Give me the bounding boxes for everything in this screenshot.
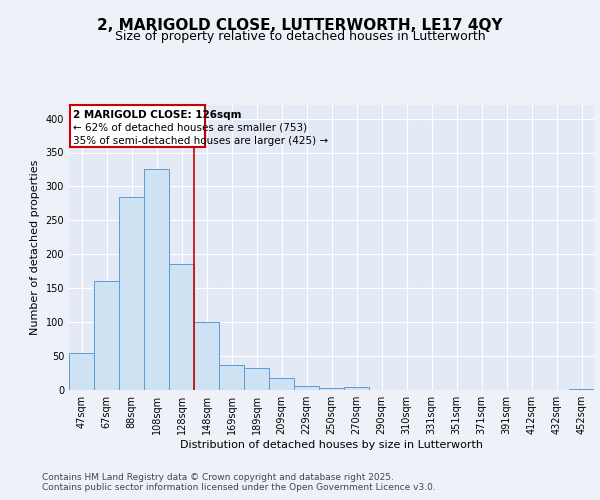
Bar (269, 378, 294, 390)
FancyBboxPatch shape (70, 105, 205, 147)
Bar (219, 365, 244, 390)
Bar (94, 282, 119, 390)
Bar (144, 170, 169, 390)
Bar (119, 196, 144, 390)
Text: Contains public sector information licensed under the Open Government Licence v3: Contains public sector information licen… (42, 483, 436, 492)
Bar (294, 386, 319, 390)
Text: 35% of semi-detached houses are larger (425) →: 35% of semi-detached houses are larger (… (73, 136, 328, 145)
Bar (69, 352, 94, 390)
Bar (169, 264, 194, 390)
Bar (244, 368, 269, 390)
Bar (569, 388, 594, 390)
X-axis label: Distribution of detached houses by size in Lutterworth: Distribution of detached houses by size … (180, 440, 483, 450)
Text: ← 62% of detached houses are smaller (753): ← 62% of detached houses are smaller (75… (73, 122, 307, 132)
Y-axis label: Number of detached properties: Number of detached properties (30, 160, 40, 335)
Bar (344, 388, 369, 390)
Text: Contains HM Land Registry data © Crown copyright and database right 2025.: Contains HM Land Registry data © Crown c… (42, 473, 394, 482)
Text: 2 MARIGOLD CLOSE: 126sqm: 2 MARIGOLD CLOSE: 126sqm (73, 110, 241, 120)
Bar (319, 388, 344, 390)
Text: 2, MARIGOLD CLOSE, LUTTERWORTH, LE17 4QY: 2, MARIGOLD CLOSE, LUTTERWORTH, LE17 4QY (97, 18, 503, 32)
Bar (194, 322, 219, 390)
Text: Size of property relative to detached houses in Lutterworth: Size of property relative to detached ho… (115, 30, 485, 43)
